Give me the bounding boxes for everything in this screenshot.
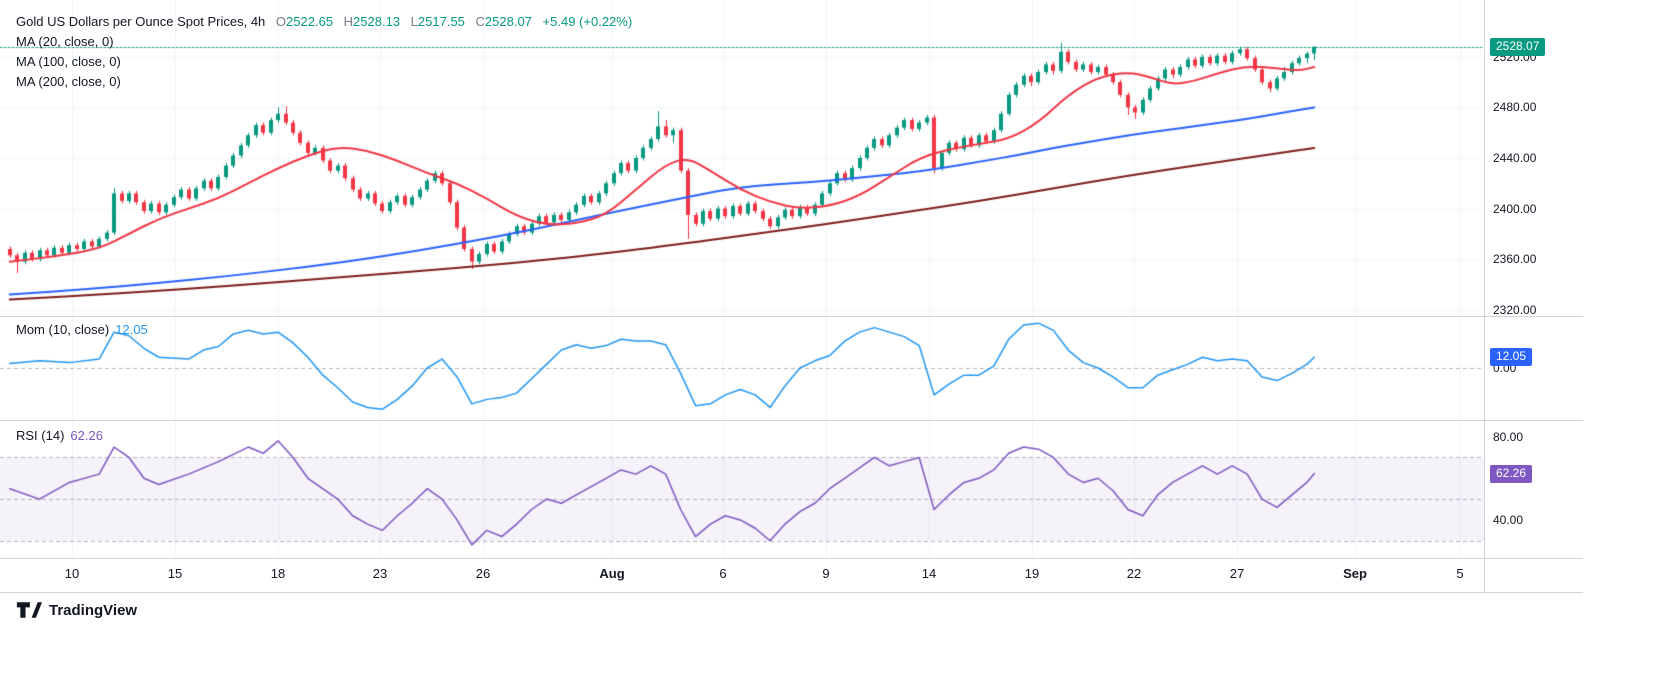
rsi-badge: 62.26	[1490, 464, 1533, 483]
ma-legend-0[interactable]: MA (20, close, 0)	[16, 34, 114, 49]
tradingview-logo-link[interactable]: TradingView	[16, 600, 137, 620]
price-tick-2480.00: 2480.00	[1493, 100, 1537, 115]
ma-legend-list: MA (20, close, 0) MA (100, close, 0) MA (2…	[16, 32, 632, 92]
ohlc-change: +5.49 (+0.22%)	[542, 14, 633, 29]
ohlc-high-value: 2528.13	[353, 14, 401, 29]
time-label-22: 22	[1126, 566, 1142, 581]
time-label-18: 18	[270, 566, 286, 581]
panel-divider-momentum-rsi[interactable]	[0, 420, 1583, 421]
rsi-tick-80.00: 80.00	[1493, 429, 1524, 444]
symbol-title-row[interactable]: Gold US Dollars per Ounce Spot Prices, 4…	[16, 12, 632, 32]
ohlc-close-value: 2528.07	[484, 14, 532, 29]
time-label-15: 15	[167, 566, 183, 581]
price-tick-2400.00: 2400.00	[1493, 201, 1537, 216]
ohlc-high-label: H	[343, 14, 354, 29]
time-label-19: 19	[1024, 566, 1040, 581]
price-tick-2320.00: 2320.00	[1493, 302, 1537, 317]
momentum-legend[interactable]: Mom (10, close) 12.05	[16, 322, 148, 337]
time-label-6: 6	[719, 566, 727, 581]
time-label-23: 23	[372, 566, 388, 581]
rsi-legend[interactable]: RSI (14) 62.26	[16, 428, 103, 443]
ohlc-low-value: 2517.55	[417, 14, 465, 29]
time-label-10: 10	[64, 566, 80, 581]
momentum-value: 12.05	[115, 322, 148, 337]
time-axis-divider	[0, 558, 1583, 559]
rsi-tick-40.00: 40.00	[1493, 512, 1524, 527]
main-legend: Gold US Dollars per Ounce Spot Prices, 4…	[16, 12, 632, 92]
ohlc-close-label: C	[475, 14, 485, 29]
time-label-14: 14	[921, 566, 937, 581]
rsi-label: RSI (14)	[16, 428, 65, 443]
price-tick-2440.00: 2440.00	[1493, 151, 1537, 165]
ma-legend-1[interactable]: MA (100, close, 0)	[16, 54, 121, 69]
ma-legend-2[interactable]: MA (200, close, 0)	[16, 74, 121, 89]
symbol-title[interactable]: Gold US Dollars per Ounce Spot Prices, 4…	[16, 14, 266, 29]
last-price-badge: 2528.07	[1490, 37, 1546, 56]
price-chart-canvas[interactable]	[0, 0, 1484, 558]
rsi-value: 62.26	[70, 428, 103, 443]
ohlc-open-label: O	[275, 14, 287, 29]
time-label-5: 5	[1456, 566, 1464, 581]
momentum-label: Mom (10, close)	[16, 322, 110, 337]
ohlc-low-label: L	[410, 14, 418, 29]
price-tick-2360.00: 2360.00	[1493, 252, 1537, 267]
panel-divider-main-momentum[interactable]	[0, 316, 1583, 317]
tradingview-brand-text: TradingView	[49, 601, 138, 619]
ohlc-open-value: 2522.65	[286, 14, 334, 29]
time-axis[interactable]: 10 15 18 23 26 Aug 6 9 14 19 22 27 Sep 5	[0, 558, 1484, 592]
time-label-Sep: Sep	[1343, 566, 1367, 581]
time-label-Aug: Aug	[599, 566, 625, 581]
chart-bottom-divider	[0, 592, 1583, 593]
tradingview-icon	[16, 602, 42, 618]
momentum-badge: 12.05	[1490, 348, 1533, 367]
time-label-9: 9	[822, 566, 830, 581]
price-axis[interactable]: 2528.07 12.05 62.26 2520.00 2480.00 2440.0…	[1484, 0, 1584, 592]
time-label-26: 26	[475, 566, 491, 581]
time-label-27: 27	[1229, 566, 1245, 581]
